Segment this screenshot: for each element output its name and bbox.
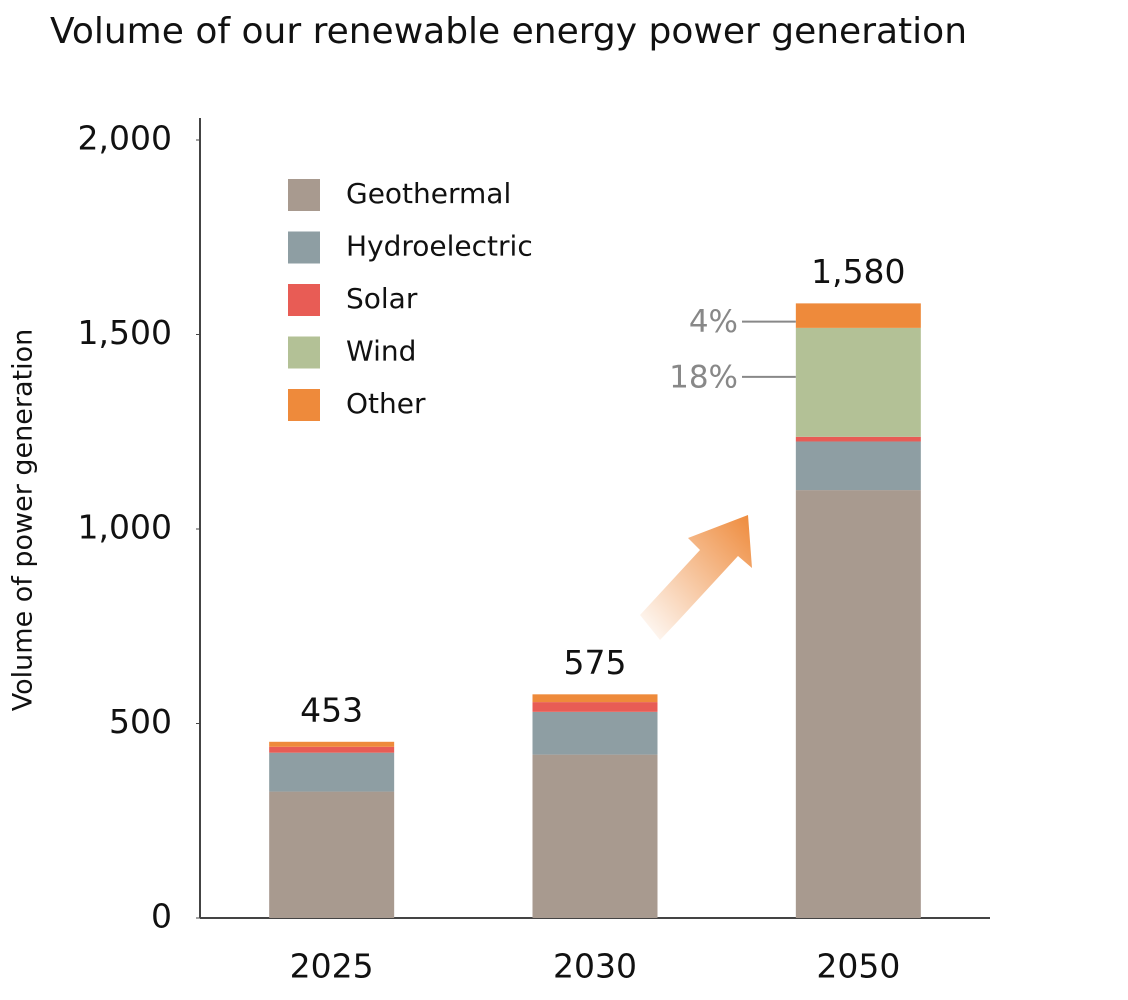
legend-label: Wind: [346, 335, 416, 368]
bar-segment: [795, 441, 921, 491]
legend-label: Geothermal: [346, 177, 511, 210]
bar-segment: [795, 327, 921, 437]
y-tick-label: 500: [109, 702, 172, 741]
x-tick-label: 2030: [553, 947, 637, 986]
legend-label: Other: [346, 387, 426, 420]
bar-segment: [532, 754, 658, 918]
bar-segment: [269, 752, 395, 792]
legend-label: Solar: [346, 282, 418, 315]
y-tick-label: 1,500: [78, 313, 172, 352]
y-axis-label: Volume of power generation: [8, 329, 39, 711]
y-tick-label: 1,000: [78, 508, 172, 547]
annotation: 4%: [689, 304, 738, 340]
bar-segment: [532, 711, 658, 755]
chart-title: Volume of our renewable energy power gen…: [50, 11, 967, 52]
y-tick-label: 2,000: [78, 119, 172, 158]
bar-segment: [269, 791, 395, 918]
total-label: 453: [300, 690, 363, 729]
x-tick-label: 2025: [290, 947, 374, 986]
legend-swatch: [288, 284, 320, 316]
x-tick-label: 2050: [816, 947, 900, 986]
bar-segment: [269, 746, 395, 753]
y-tick-label: 0: [151, 897, 172, 936]
legend-swatch: [288, 389, 320, 421]
legend-label: Hydroelectric: [346, 230, 533, 263]
trend-arrow: [640, 515, 752, 640]
bar-segment: [795, 490, 921, 918]
bar-segment: [795, 436, 921, 442]
annotation: 18%: [669, 359, 738, 395]
total-label: 575: [564, 643, 627, 682]
legend-swatch: [288, 336, 320, 369]
total-label: 1,580: [811, 252, 905, 291]
legend-swatch: [288, 231, 320, 264]
bar-segment: [795, 303, 921, 328]
legend-swatch: [288, 179, 320, 211]
bar-segment: [269, 741, 395, 747]
bar-segment: [532, 694, 658, 703]
bar-segment: [532, 702, 658, 712]
